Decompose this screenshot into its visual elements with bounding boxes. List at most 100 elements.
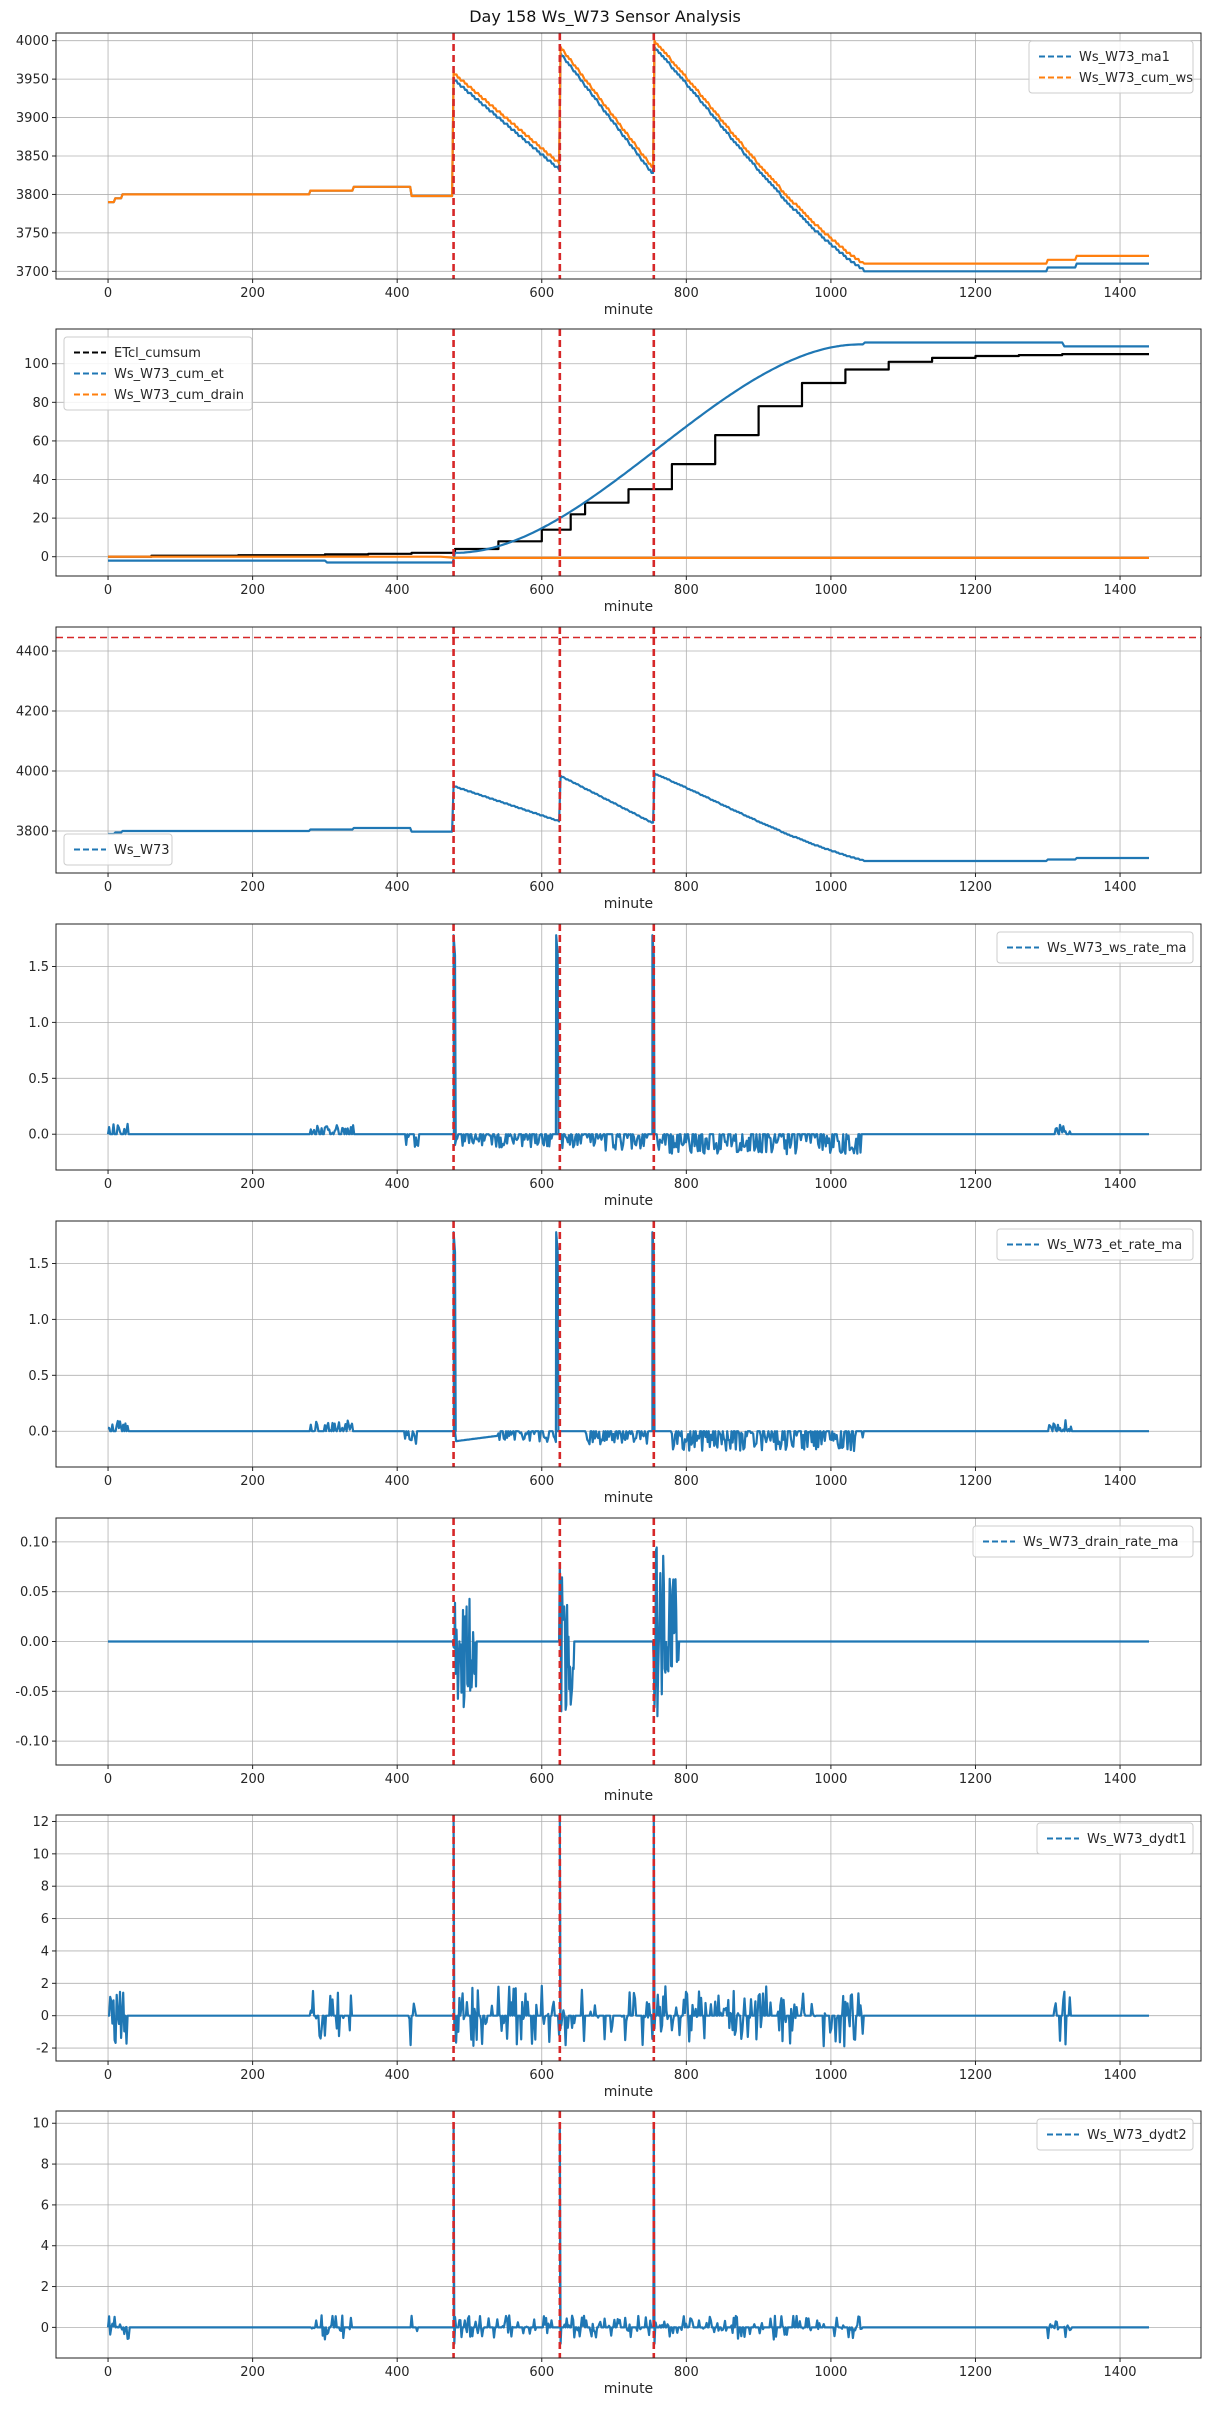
x-tick-label: 200 xyxy=(240,1177,265,1192)
plot-area xyxy=(108,329,1149,576)
y-tick-label: 6 xyxy=(41,2198,49,2213)
x-tick-label: 1200 xyxy=(959,1772,992,1787)
series-line-Ws_W73_dydt2 xyxy=(106,2122,1149,2345)
y-tick-label: 1.5 xyxy=(28,1257,49,1272)
subplot-7: 0 200 400 600 800 1000 1200 1400 -2 0 2 4 6 8 10 12 minu… xyxy=(32,1814,1202,2100)
x-tick-label: 600 xyxy=(529,286,554,301)
legend-label: Ws_W73_ma1 xyxy=(1079,50,1170,65)
x-tick-label: 0 xyxy=(104,2068,112,2083)
subplot-5: 0 200 400 600 800 1000 1200 1400 0.0 0.5 1.0 1.5 min… xyxy=(28,1220,1202,1506)
y-tick-label: 3750 xyxy=(16,226,49,241)
x-tick-label: 1200 xyxy=(959,1177,992,1192)
y-tick-label: 0.10 xyxy=(20,1535,49,1550)
axis-ticks: 0 200 400 600 800 1000 1200 1400 0 2 4 6 8 10 xyxy=(32,2117,1136,2380)
y-tick-label: 0 xyxy=(41,2009,49,2024)
axis-ticks: 0 200 400 600 800 1000 1200 1400 0 20 40 60 80 100 xyxy=(24,357,1136,598)
plot-area xyxy=(108,33,1149,279)
x-tick-label: 1000 xyxy=(814,2365,847,2380)
x-tick-label: 0 xyxy=(104,1474,112,1489)
subplot-8: 0 200 400 600 800 1000 1200 1400 0 2 4 6 8 10 minute Ws… xyxy=(32,2110,1202,2397)
x-tick-label: 1000 xyxy=(814,286,847,301)
legend-label: Ws_W73_et_rate_ma xyxy=(1047,1238,1182,1253)
x-axis-label: minute xyxy=(604,302,653,318)
x-tick-label: 1200 xyxy=(959,1474,992,1489)
legend-label: Ws_W73_ws_rate_ma xyxy=(1047,941,1186,956)
x-tick-label: 600 xyxy=(529,1772,554,1787)
subplot-6: 0 200 400 600 800 1000 1200 1400 -0.10 -0.05 0.00 0… xyxy=(15,1517,1202,1804)
y-tick-label: 1.0 xyxy=(28,1016,49,1031)
legend-label: Ws_W73 xyxy=(114,843,170,858)
x-tick-label: 1000 xyxy=(814,583,847,598)
plot-area xyxy=(108,1815,1149,2061)
y-tick-label: 8 xyxy=(41,2158,49,2173)
y-tick-label: 4 xyxy=(41,1944,49,1959)
plot-area xyxy=(107,1518,1150,1765)
axis-ticks: 0 200 400 600 800 1000 1200 1400 -0.10 -0.05 0.00 0… xyxy=(15,1535,1136,1787)
y-tick-label: 3700 xyxy=(16,265,49,280)
x-tick-label: 800 xyxy=(674,2365,699,2380)
axis-ticks: 0 200 400 600 800 1000 1200 1400 -2 0 2 4 6 8 10 12 xyxy=(32,1815,1136,2083)
x-axis-label: minute xyxy=(604,1788,653,1804)
x-tick-label: 600 xyxy=(529,2068,554,2083)
legend-label: Ws_W73_cum_ws xyxy=(1079,71,1193,86)
x-tick-label: 200 xyxy=(240,286,265,301)
x-tick-label: 800 xyxy=(674,2068,699,2083)
x-tick-label: 0 xyxy=(104,2365,112,2380)
series-line-Ws_W73_cum_et xyxy=(108,341,1149,564)
subplot-3: 0 200 400 600 800 1000 1200 1400 3800 4000 4200 440… xyxy=(16,626,1202,912)
x-tick-label: 400 xyxy=(385,2068,410,2083)
legend-box xyxy=(63,833,173,866)
x-tick-label: 200 xyxy=(240,1474,265,1489)
y-tick-label: 40 xyxy=(32,473,49,488)
x-tick-label: 1400 xyxy=(1103,1177,1136,1192)
x-tick-label: 1400 xyxy=(1103,2365,1136,2380)
x-axis-label: minute xyxy=(604,2381,653,2397)
legend: Ws_W73_ws_rate_ma xyxy=(996,931,1194,964)
y-tick-label: 3800 xyxy=(16,188,49,203)
x-tick-label: 0 xyxy=(104,880,112,895)
legend: Ws_W73_et_rate_ma xyxy=(996,1228,1194,1261)
y-tick-label: 0.5 xyxy=(28,1072,49,1087)
plot-area xyxy=(56,627,1201,873)
y-tick-label: 12 xyxy=(32,1815,49,1830)
legend: Ws_W73_drain_rate_ma xyxy=(972,1525,1194,1558)
legend-box xyxy=(996,931,1194,964)
x-tick-label: 600 xyxy=(529,1474,554,1489)
y-tick-label: 10 xyxy=(32,2117,49,2132)
x-tick-label: 1200 xyxy=(959,286,992,301)
x-tick-label: 800 xyxy=(674,1772,699,1787)
x-tick-label: 400 xyxy=(385,1772,410,1787)
x-tick-label: 400 xyxy=(385,1177,410,1192)
x-tick-label: 0 xyxy=(104,286,112,301)
legend: Ws_W73 xyxy=(63,833,173,866)
axes-frame xyxy=(55,2110,1202,2359)
x-tick-label: 800 xyxy=(674,583,699,598)
x-axis-label: minute xyxy=(604,1193,653,1209)
y-tick-label: 0.00 xyxy=(20,1635,49,1650)
axis-ticks: 0 200 400 600 800 1000 1200 1400 0.0 0.5 1.0 1.5 xyxy=(28,960,1136,1192)
x-tick-label: 1400 xyxy=(1103,880,1136,895)
legend-label: ETcl_cumsum xyxy=(114,346,201,361)
legend-label: Ws_W73_cum_et xyxy=(114,367,224,382)
series-line-ETcl_cumsum xyxy=(108,353,1149,558)
legend: Ws_W73_dydt2 xyxy=(1036,2118,1194,2151)
x-tick-label: 800 xyxy=(674,1177,699,1192)
x-tick-label: 200 xyxy=(240,880,265,895)
y-tick-label: -0.10 xyxy=(15,1735,49,1750)
legend: Ws_W73_ma1 Ws_W73_cum_ws xyxy=(1028,40,1194,94)
y-tick-label: 0.0 xyxy=(28,1128,49,1143)
series-line-Ws_W73_cum_drain xyxy=(108,555,1149,559)
legend: Ws_W73_dydt1 xyxy=(1036,1822,1194,1855)
subplots: 0 200 400 600 800 1000 1200 1400370037503800385… xyxy=(15,32,1202,2397)
x-axis-label: minute xyxy=(604,2084,653,2100)
series-line-Ws_W73_drain_rate_ma xyxy=(107,1546,1150,1718)
y-tick-label: 2 xyxy=(41,2280,49,2295)
y-tick-label: 60 xyxy=(32,434,49,449)
y-tick-label: 4000 xyxy=(16,765,49,780)
x-tick-label: 800 xyxy=(674,880,699,895)
x-tick-label: 800 xyxy=(674,1474,699,1489)
y-tick-label: 4 xyxy=(41,2239,49,2254)
x-tick-label: 600 xyxy=(529,583,554,598)
axes-frame xyxy=(55,328,1202,577)
legend-box xyxy=(1028,40,1194,94)
